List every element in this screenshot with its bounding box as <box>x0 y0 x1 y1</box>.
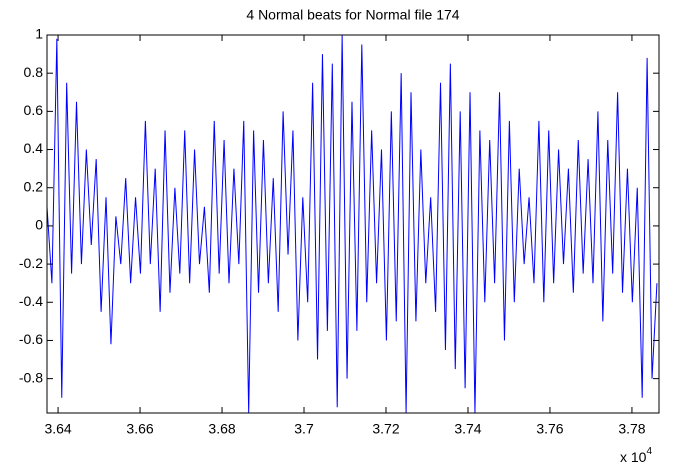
x-multiplier: x 104 <box>620 446 652 465</box>
y-tick-label: -0.8 <box>19 369 43 385</box>
y-tick-label: 0 <box>35 217 43 233</box>
x-tick-label: 3.7 <box>294 421 314 437</box>
y-tick-label: 0.8 <box>24 64 44 80</box>
y-tick-label: 0.6 <box>24 102 44 118</box>
y-tick-label: -0.2 <box>19 255 43 271</box>
x-tick-label: 3.66 <box>126 421 153 437</box>
x-tick-label: 3.78 <box>618 421 645 437</box>
y-tick-label: -0.4 <box>19 293 43 309</box>
x-tick-label: 3.68 <box>208 421 235 437</box>
x-tick-label: 3.76 <box>536 421 563 437</box>
x-multiplier-base: x 10 <box>620 449 647 465</box>
y-tick-label: 0.2 <box>24 178 44 194</box>
y-tick-label: 1 <box>35 26 43 42</box>
x-tick-label: 3.64 <box>44 421 71 437</box>
y-tick-label: 0.4 <box>24 140 44 156</box>
data-line <box>47 35 658 413</box>
x-tick-label: 3.74 <box>454 421 481 437</box>
x-multiplier-exponent: 4 <box>646 446 652 457</box>
x-tick-label: 3.72 <box>372 421 399 437</box>
y-tick-label: -0.6 <box>19 331 43 347</box>
plot-area <box>47 35 659 413</box>
chart-title: 4 Normal beats for Normal file 174 <box>246 7 459 23</box>
plot-frame <box>46 34 660 414</box>
